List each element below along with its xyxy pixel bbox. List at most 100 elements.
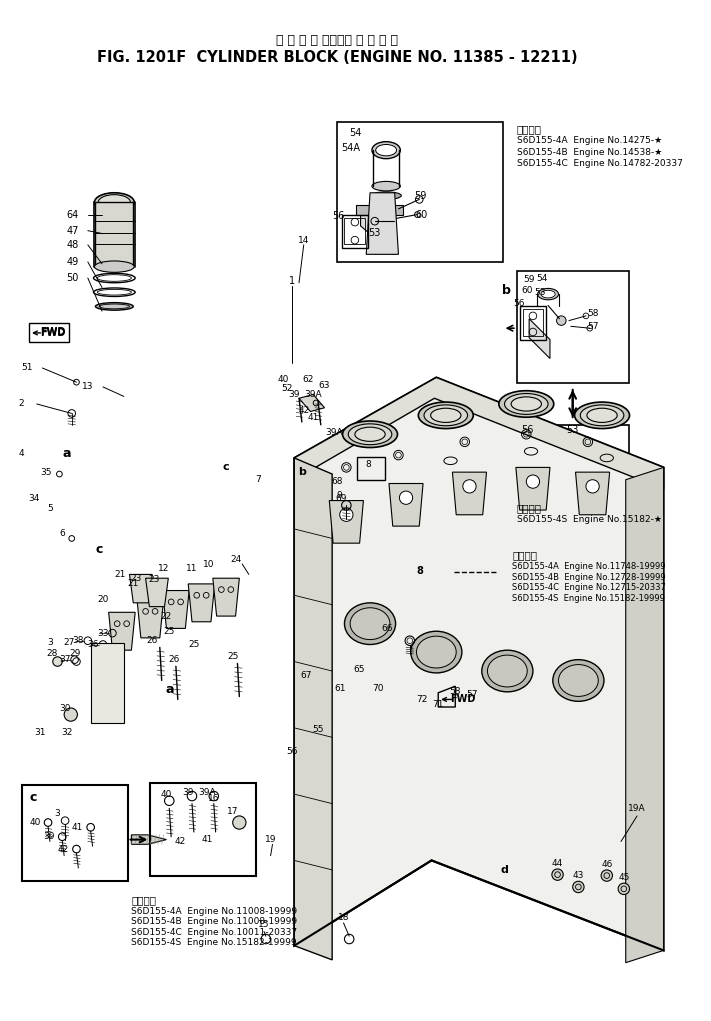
Bar <box>517 272 629 383</box>
Text: 54A: 54A <box>341 143 360 153</box>
Polygon shape <box>294 378 663 951</box>
Text: 適用号機: 適用号機 <box>132 895 156 906</box>
Text: c: c <box>223 463 230 473</box>
Bar <box>337 121 503 262</box>
Text: シ リ ン ダ ブロック 適 用 号 機: シ リ ン ダ ブロック 適 用 号 機 <box>276 34 398 47</box>
Polygon shape <box>366 193 398 254</box>
Polygon shape <box>213 578 240 616</box>
Text: 55: 55 <box>312 725 324 734</box>
Text: c: c <box>95 543 103 556</box>
Ellipse shape <box>482 650 533 692</box>
Ellipse shape <box>552 869 563 880</box>
Text: 70: 70 <box>372 684 383 692</box>
Text: 42: 42 <box>298 406 309 416</box>
Text: 59: 59 <box>523 276 535 285</box>
Ellipse shape <box>601 870 612 881</box>
Ellipse shape <box>586 480 599 493</box>
Ellipse shape <box>95 302 133 310</box>
Text: b: b <box>298 468 306 477</box>
Text: 68: 68 <box>331 477 343 486</box>
Text: 2: 2 <box>18 399 24 408</box>
Text: 52: 52 <box>281 384 292 393</box>
Ellipse shape <box>587 408 617 423</box>
Text: 69: 69 <box>336 494 348 503</box>
Ellipse shape <box>463 480 476 493</box>
Text: 54: 54 <box>350 128 362 138</box>
Ellipse shape <box>424 405 468 426</box>
Text: 49: 49 <box>67 257 79 266</box>
Text: 53: 53 <box>368 229 381 239</box>
Ellipse shape <box>431 408 461 423</box>
Text: 66: 66 <box>381 624 393 633</box>
Text: 12: 12 <box>158 565 169 573</box>
Ellipse shape <box>511 397 542 411</box>
Text: FWD: FWD <box>450 694 476 704</box>
Text: 適用号機: 適用号機 <box>517 125 542 135</box>
Text: 58: 58 <box>587 309 599 319</box>
Polygon shape <box>163 590 189 628</box>
Polygon shape <box>294 378 663 489</box>
Ellipse shape <box>499 391 554 418</box>
Text: 67: 67 <box>300 671 311 680</box>
Text: 28: 28 <box>46 649 58 659</box>
Text: 5: 5 <box>47 503 53 513</box>
Ellipse shape <box>100 304 129 308</box>
Text: 19: 19 <box>264 835 277 844</box>
Text: FWD: FWD <box>40 328 65 338</box>
Text: 57: 57 <box>466 690 478 699</box>
Text: 47: 47 <box>67 226 79 236</box>
Bar <box>533 440 554 478</box>
Text: 21: 21 <box>114 570 126 579</box>
Text: S6D155-4A  Engine No.11748-19999: S6D155-4A Engine No.11748-19999 <box>512 563 665 572</box>
Text: 27: 27 <box>63 638 75 647</box>
Text: 71: 71 <box>432 699 444 709</box>
Ellipse shape <box>418 402 474 429</box>
Ellipse shape <box>541 290 555 298</box>
Text: 46: 46 <box>601 860 612 869</box>
Text: a: a <box>63 447 71 459</box>
Text: 39A: 39A <box>325 428 343 437</box>
Ellipse shape <box>618 883 629 894</box>
Text: 56: 56 <box>287 747 298 756</box>
Text: 22: 22 <box>161 612 172 621</box>
Text: 58: 58 <box>449 687 461 696</box>
Text: 40: 40 <box>29 818 41 827</box>
Text: 4: 4 <box>18 448 24 457</box>
Polygon shape <box>626 468 663 963</box>
Text: 19A: 19A <box>629 804 646 813</box>
Ellipse shape <box>538 288 559 300</box>
Polygon shape <box>109 613 135 650</box>
Ellipse shape <box>371 192 401 199</box>
Text: 41: 41 <box>201 835 213 844</box>
Text: 39: 39 <box>289 390 300 399</box>
Text: 3: 3 <box>47 638 53 647</box>
Ellipse shape <box>526 475 540 488</box>
Bar <box>357 457 385 480</box>
Text: d: d <box>501 865 508 875</box>
Text: 32: 32 <box>61 728 73 737</box>
Bar <box>344 218 365 244</box>
Text: 31: 31 <box>35 728 46 737</box>
Text: 11: 11 <box>186 565 198 573</box>
Text: 18: 18 <box>338 913 349 922</box>
Text: S6D155-4B  Engine No.12728-19999: S6D155-4B Engine No.12728-19999 <box>512 573 665 582</box>
Text: c: c <box>29 791 36 805</box>
Polygon shape <box>516 468 550 510</box>
Ellipse shape <box>64 708 77 721</box>
Text: 23: 23 <box>130 574 141 583</box>
Ellipse shape <box>355 427 385 441</box>
Bar <box>529 436 557 482</box>
Text: 65: 65 <box>353 665 365 674</box>
Ellipse shape <box>372 142 400 158</box>
Ellipse shape <box>375 145 397 156</box>
Text: 36: 36 <box>87 640 100 649</box>
Polygon shape <box>188 584 215 622</box>
Polygon shape <box>356 205 403 214</box>
Text: 1: 1 <box>289 276 296 286</box>
Text: a: a <box>165 683 173 696</box>
Text: 適用号機: 適用号機 <box>512 550 537 561</box>
Text: S6D155-4S  Engine No.15182-19999: S6D155-4S Engine No.15182-19999 <box>512 593 665 602</box>
Text: 39A: 39A <box>304 390 322 399</box>
Text: 8: 8 <box>365 460 371 469</box>
Polygon shape <box>29 324 69 342</box>
